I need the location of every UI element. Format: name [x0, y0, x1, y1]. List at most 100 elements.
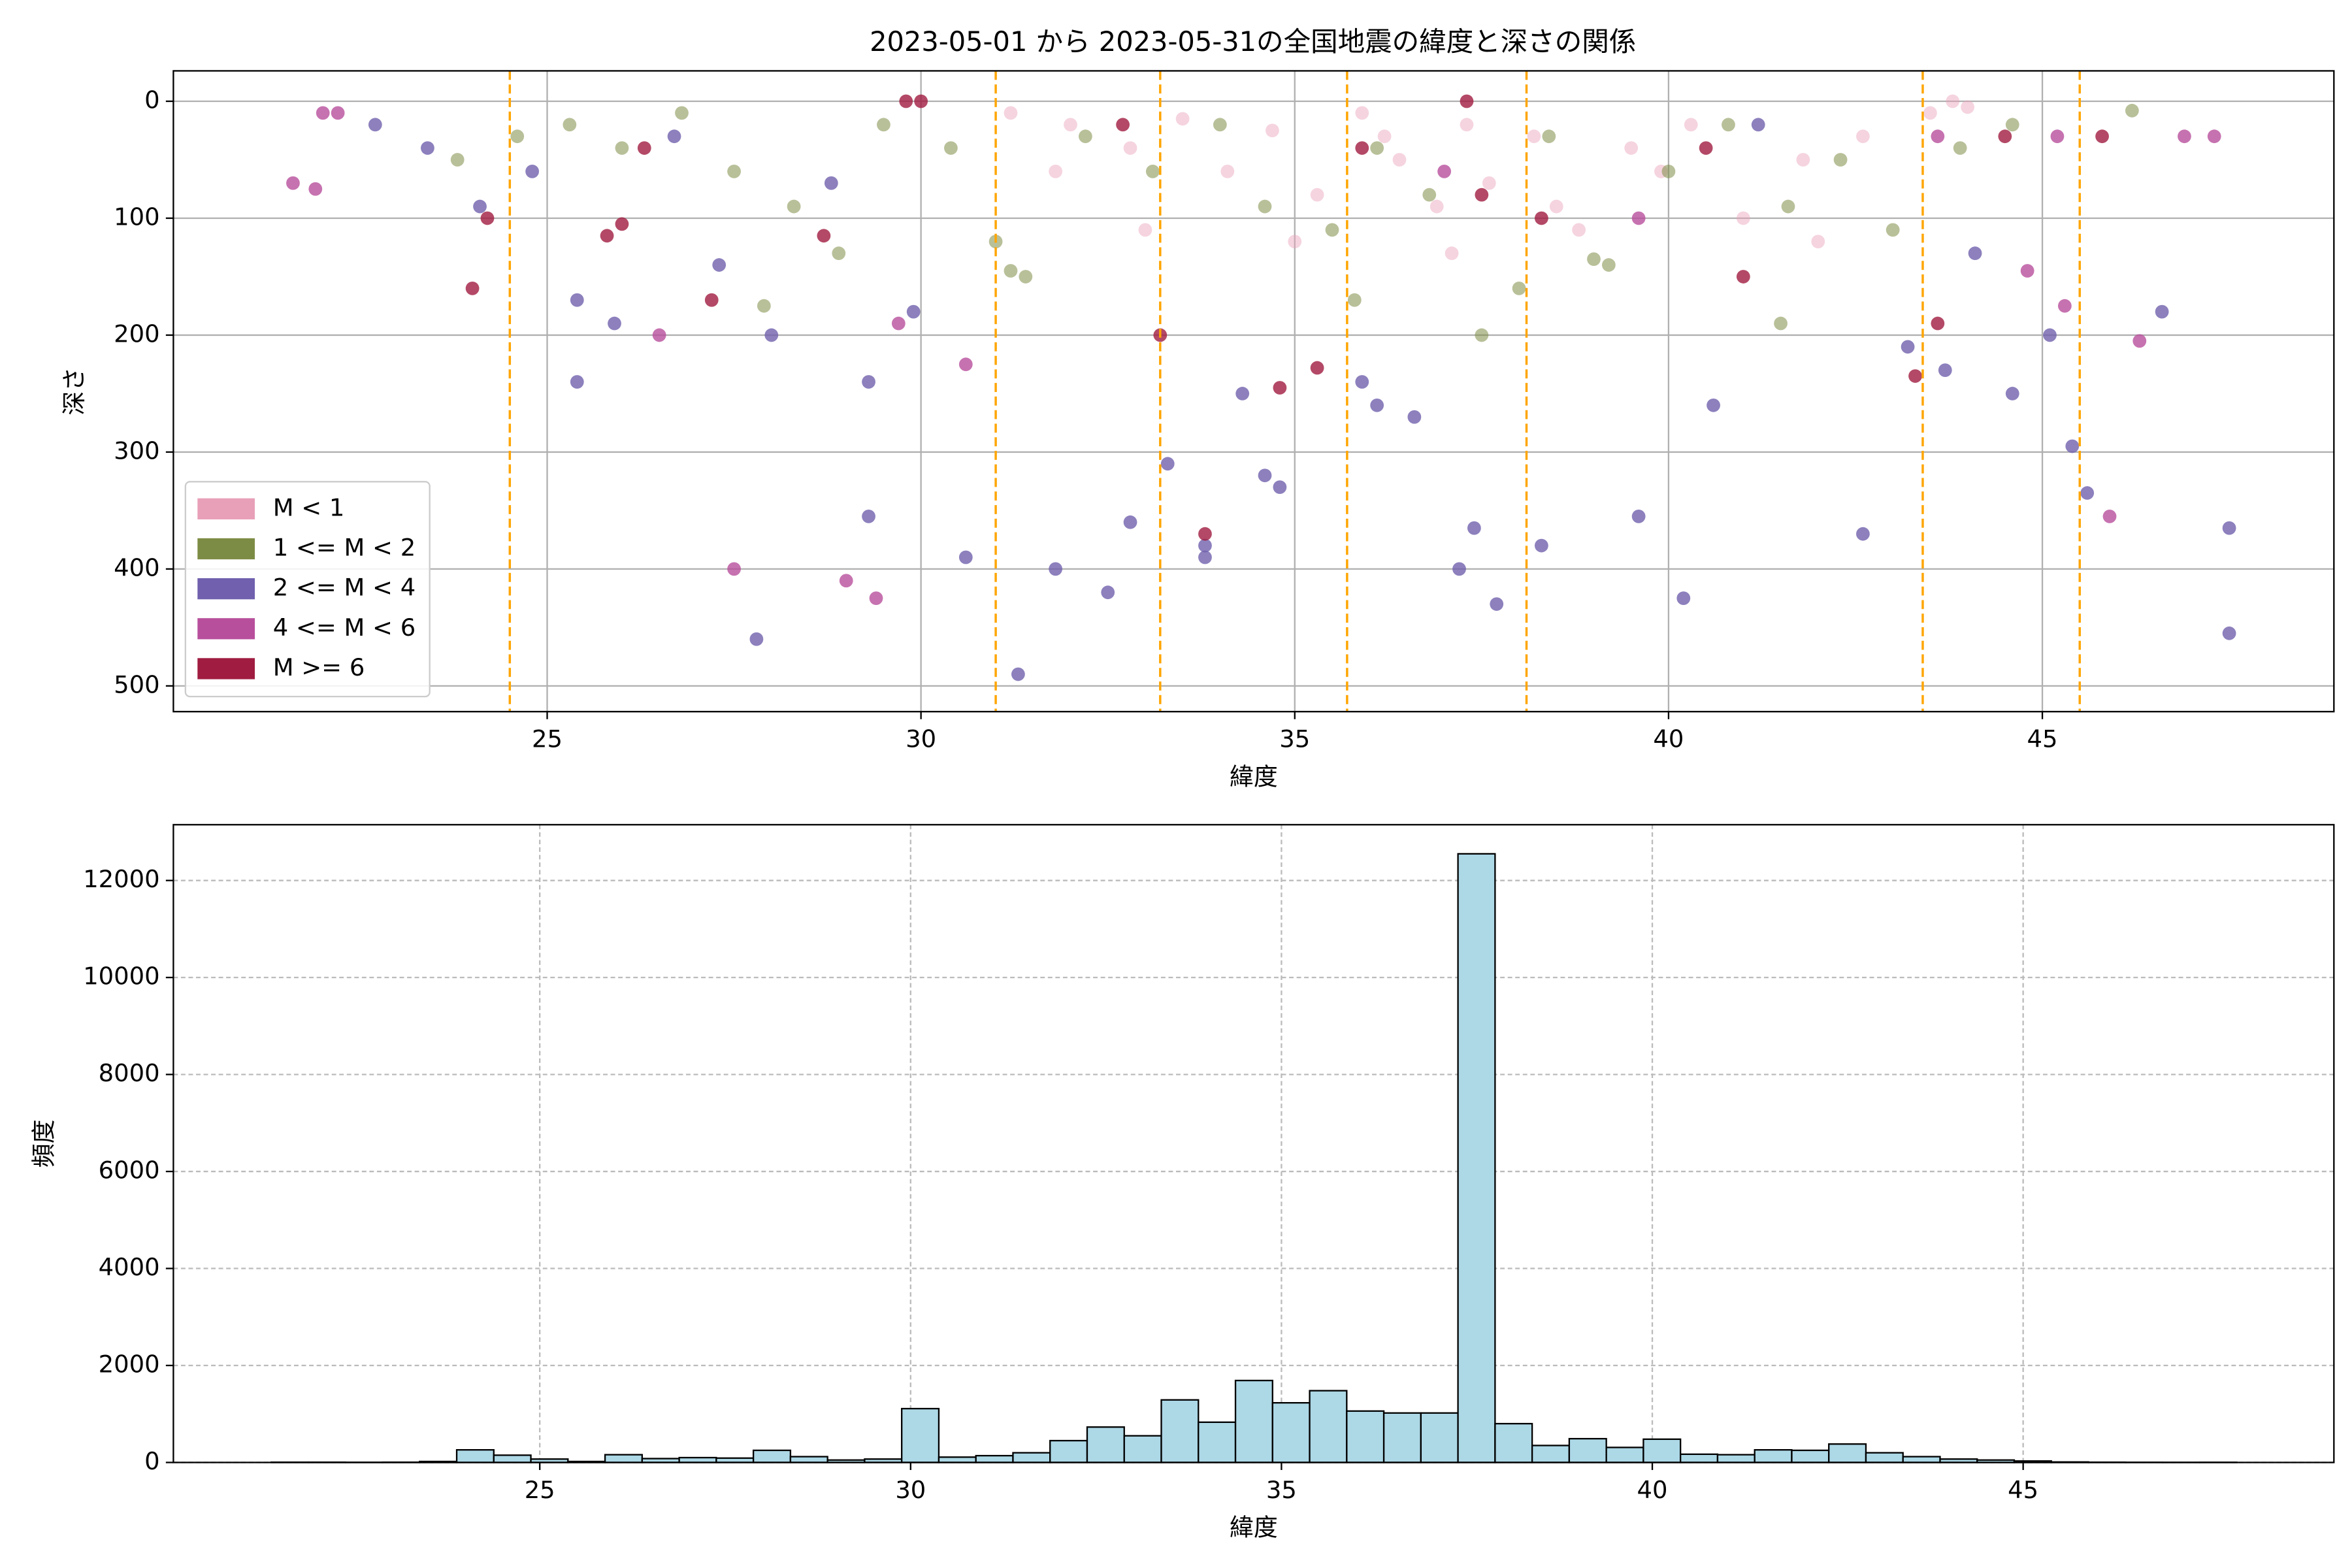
scatter-point: [2125, 103, 2139, 118]
scatter-point: [570, 375, 584, 389]
y-tick-label: 400: [114, 553, 159, 581]
scatter-point: [1175, 112, 1190, 126]
scatter-point: [1079, 129, 1092, 144]
scatter-point: [2155, 304, 2169, 319]
scatter-point: [308, 182, 323, 196]
histogram-bar: [1828, 1443, 1867, 1463]
scatter-point: [1549, 199, 1563, 214]
scatter-point: [563, 118, 577, 132]
y-tick-label: 4000: [99, 1253, 160, 1281]
legend-swatch: [197, 658, 255, 679]
scatter-point: [1631, 509, 1646, 523]
scatter-point: [1923, 106, 1937, 120]
y-tick-label: 100: [114, 203, 159, 231]
y-tick-label: 10000: [83, 962, 159, 990]
scatter-point: [1901, 340, 1915, 354]
scatter-point: [1452, 562, 1466, 576]
scatter-point: [1781, 199, 1795, 214]
scatter-point: [1482, 176, 1496, 190]
scatter-point: [2065, 439, 2080, 453]
x-tick-label: 35: [1266, 1476, 1297, 1504]
histogram-bar: [1086, 1426, 1125, 1463]
scatter-point: [862, 509, 875, 523]
scatter-point: [1145, 164, 1160, 178]
scatter-point: [615, 217, 629, 231]
histogram-bar: [1754, 1449, 1793, 1463]
scatter-point: [712, 258, 727, 272]
scatter-point: [1049, 164, 1063, 178]
histogram-bar: [1494, 1422, 1533, 1463]
scatter-point: [1751, 118, 1765, 132]
histogram-bar: [1791, 1449, 1830, 1463]
scatter-point: [421, 141, 434, 155]
scatter-point: [1198, 527, 1212, 541]
scatter-point: [757, 299, 771, 313]
scatter-point: [906, 304, 921, 319]
scatter-point: [1460, 94, 1474, 108]
scatter-point: [2102, 509, 2117, 523]
x-tick-label: 25: [532, 725, 563, 753]
scatter-point: [1684, 118, 1698, 132]
y-tick-label: 0: [144, 86, 159, 114]
histogram-bar: [752, 1449, 792, 1463]
scatter-point: [869, 591, 883, 606]
x-axis-label: 緯度: [1230, 1514, 1278, 1542]
scatter-point: [764, 328, 779, 342]
scatter-point: [914, 94, 928, 108]
scatter-point: [2222, 626, 2236, 640]
histogram-bar: [1049, 1439, 1088, 1463]
scatter-point: [1445, 246, 1459, 261]
scatter-point: [1722, 118, 1735, 132]
scatter-point: [727, 562, 741, 576]
y-tick-label: 2000: [99, 1350, 160, 1378]
scatter-point: [1931, 129, 1945, 144]
plot-frame: [172, 70, 2335, 713]
histogram-bar: [455, 1449, 495, 1463]
scatter-point: [877, 118, 890, 132]
scatter-point: [1004, 106, 1018, 120]
scatter-point: [2080, 486, 2095, 500]
scatter-point: [1601, 258, 1616, 272]
scatter-point: [1856, 129, 1870, 144]
scatter-point: [1355, 141, 1369, 155]
scatter-point: [615, 141, 629, 155]
scatter-point: [824, 176, 838, 190]
histogram-bar: [1346, 1410, 1385, 1463]
scatter-point: [1938, 363, 1952, 378]
scatter-point: [2005, 118, 2019, 132]
x-tick-label: 35: [1279, 725, 1310, 753]
scatter-point: [1258, 468, 1272, 483]
scatter-point: [1370, 141, 1384, 155]
legend-label: M < 1: [273, 493, 345, 521]
histogram-bar: [1382, 1412, 1422, 1463]
histogram-bar: [604, 1454, 644, 1463]
scatter-point: [1347, 293, 1362, 307]
scatter-point: [1288, 235, 1302, 249]
scatter-point: [944, 141, 958, 155]
histogram-bar: [1865, 1452, 1904, 1463]
y-tick-label: 300: [114, 436, 159, 465]
histogram-bar: [1568, 1437, 1607, 1463]
scatter-point: [1631, 211, 1646, 225]
scatter-point: [1460, 118, 1474, 132]
scatter-point: [331, 106, 345, 120]
scatter-point: [1490, 597, 1504, 611]
y-tick-label: 8000: [99, 1059, 160, 1087]
x-tick-label: 30: [895, 1476, 926, 1504]
scatter-point: [1273, 480, 1287, 494]
scatter-point: [2005, 387, 2019, 400]
scatter-point: [749, 632, 764, 646]
scatter-point: [1946, 94, 1960, 108]
legend-label: M >= 6: [273, 653, 365, 681]
scatter-point: [817, 229, 831, 243]
scatter-point: [1542, 129, 1556, 144]
scatter-point: [1699, 141, 1713, 155]
histogram-bar: [1680, 1453, 1719, 1463]
scatter-point: [1123, 141, 1137, 155]
x-axis-label: 緯度: [1230, 762, 1278, 791]
scatter-point: [1198, 550, 1212, 564]
scatter-point: [1019, 270, 1033, 284]
scatter-point: [2222, 521, 2236, 535]
